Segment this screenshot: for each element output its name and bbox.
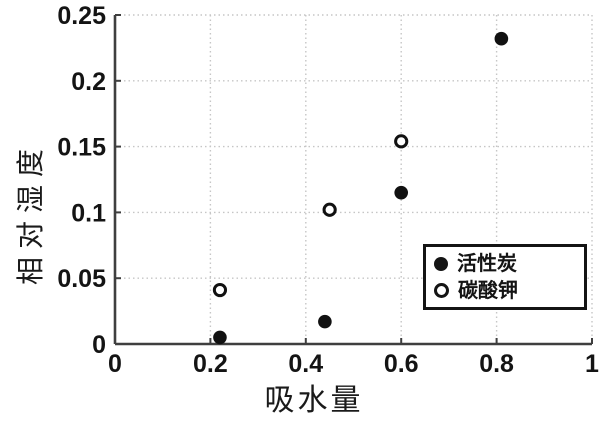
x-tick-label: 0.8 [479, 350, 514, 378]
x-tick-label: 0.6 [384, 350, 419, 378]
data-point-filled [394, 185, 409, 200]
data-point-filled [494, 31, 509, 46]
legend-item-activated-carbon: 活性炭 [434, 254, 580, 274]
x-tick-label: 0 [108, 350, 122, 378]
legend-label-potassium-carbonate: 碳酸钾 [458, 279, 518, 302]
filled-circle-icon [434, 256, 448, 271]
legend-item-potassium-carbonate: 碳酸钾 [434, 281, 580, 301]
legend-label-activated-carbon: 活性炭 [457, 252, 517, 275]
y-tick-label: 0.25 [57, 2, 106, 30]
y-tick-label: 0.1 [71, 199, 106, 227]
legend: 活性炭 碳酸钾 [423, 244, 587, 310]
data-point-open [322, 202, 337, 217]
y-tick-label: 0.05 [57, 265, 106, 293]
x-tick-label: 0.4 [288, 350, 323, 378]
y-tick-label: 0 [92, 331, 106, 359]
x-tick-label: 1 [585, 350, 599, 378]
data-point-open [394, 134, 409, 149]
data-point-filled [318, 314, 332, 329]
data-point-open [212, 282, 228, 298]
y-tick-label: 0.15 [57, 134, 106, 162]
y-tick-label: 0.2 [71, 68, 106, 96]
x-tick-label: 0.2 [193, 350, 228, 378]
open-circle-icon [434, 283, 449, 298]
x-axis-title: 吸水量 [264, 384, 364, 417]
data-point-filled [213, 330, 227, 345]
y-axis-title: 相对湿度 [16, 141, 47, 286]
